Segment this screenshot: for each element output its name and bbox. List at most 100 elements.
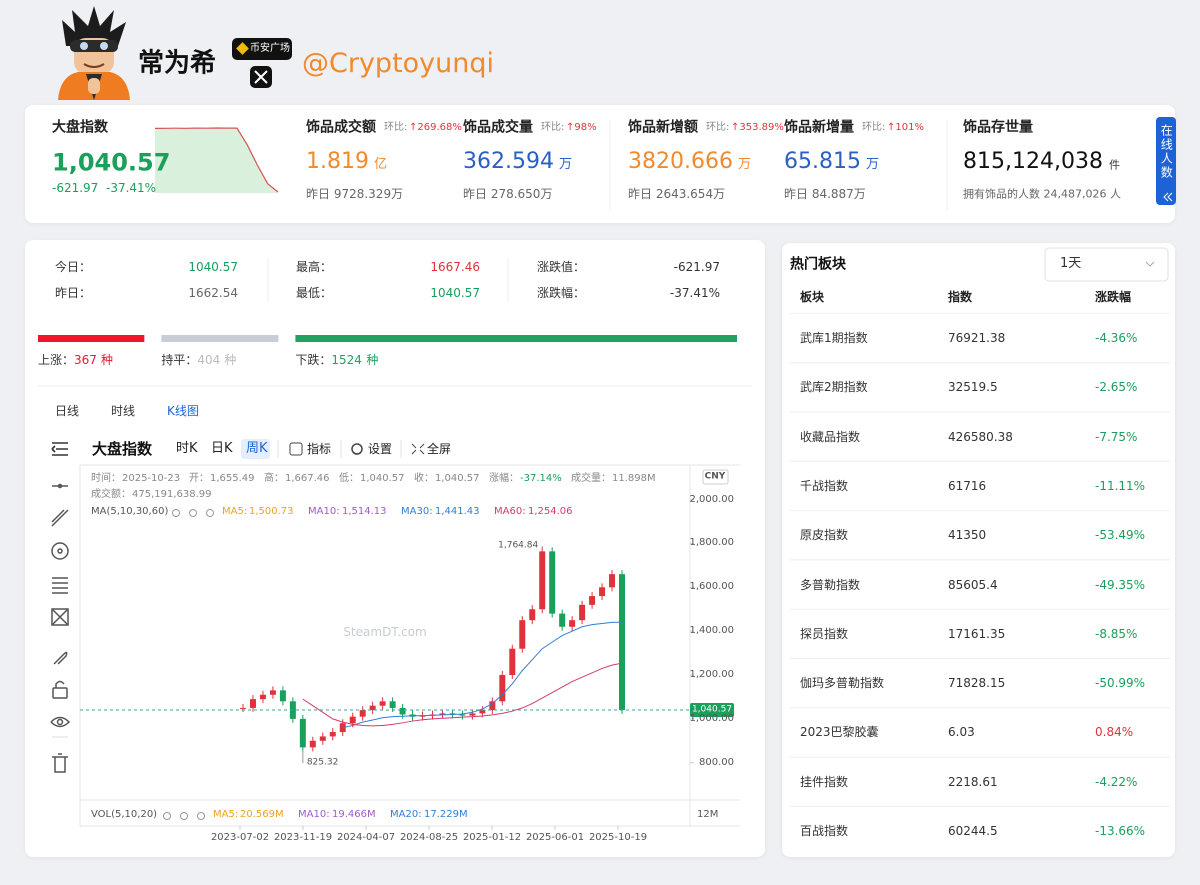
metric-unit: 万	[866, 157, 880, 173]
info-value: 1,040.57	[435, 473, 480, 484]
vol-ma-value: 19.466M	[332, 809, 376, 820]
y-tick-label: 1,600.00	[689, 581, 734, 593]
watermark: SteamDT.com	[343, 624, 427, 639]
metric-title: 饰品成交量	[463, 119, 533, 136]
hot-card	[782, 243, 1175, 857]
info-value: 11.898M	[612, 473, 656, 484]
sector-name[interactable]: 多普勒指数	[800, 577, 861, 592]
stat-value: 1040.57	[188, 259, 238, 274]
chart-title: 大盘指数	[92, 440, 153, 458]
sector-name[interactable]: 探员指数	[800, 626, 849, 641]
sector-index: 17161.35	[948, 626, 1006, 641]
market-card	[25, 240, 765, 857]
index-title: 大盘指数	[52, 119, 108, 136]
ma-name: MA60:	[494, 506, 526, 517]
sector-change: -8.85%	[1095, 626, 1138, 641]
sector-index: 2218.61	[948, 774, 998, 789]
y-tick-label: 1,200.00	[689, 669, 734, 681]
sector-name[interactable]: 武库1期指数	[800, 330, 868, 345]
metric-ratio-label: 环比:	[541, 122, 565, 133]
sector-change: -4.36%	[1095, 330, 1138, 345]
hot-title: 热门板块	[790, 256, 846, 273]
toolbar-button[interactable]: 指标	[307, 441, 332, 456]
sector-name[interactable]: 收藏品指数	[800, 429, 861, 444]
info-label: 收：	[414, 473, 434, 484]
ma-name: MA5:	[222, 506, 248, 517]
sector-name[interactable]: 伽玛多普勒指数	[800, 675, 885, 690]
period-button[interactable]: 时K	[176, 441, 198, 457]
stat-label: 最高：	[296, 259, 333, 274]
toolbar-button[interactable]: 设置	[368, 441, 393, 456]
last-price-label: 1,040.57	[691, 704, 733, 715]
stat-label: 最低：	[296, 285, 333, 300]
stat-value: 1667.46	[430, 259, 480, 274]
stock-title: 饰品存世量	[963, 119, 1033, 136]
info-label: 开：	[189, 473, 209, 484]
sector-index: 60244.5	[948, 823, 998, 838]
table-header: 涨跌幅	[1095, 289, 1132, 304]
breadth-unit: 种	[366, 352, 379, 367]
y-tick-label: 2,000.00	[689, 493, 734, 505]
table-header: 板块	[800, 289, 825, 304]
sector-index: 85605.4	[948, 577, 998, 592]
stock-owners: 拥有饰品的人数 24,487,026 人	[963, 187, 1121, 201]
metric-value: 1.819	[306, 148, 369, 174]
stat-label: 涨跌值：	[537, 259, 586, 274]
info-label: 涨幅：	[489, 473, 519, 484]
stock-unit: 件	[1109, 158, 1120, 172]
breadth-label: 下跌：	[295, 352, 332, 367]
metric-ratio-label: 环比:	[706, 122, 730, 133]
sector-change: -7.75%	[1095, 429, 1138, 444]
stat-label: 昨日：	[55, 285, 92, 300]
period-value[interactable]: 1天	[1060, 256, 1082, 272]
sector-change: -50.99%	[1095, 675, 1146, 690]
x-tick-label: 2025-06-01	[525, 832, 585, 843]
sector-name[interactable]: 挂件指数	[800, 774, 849, 789]
sector-index: 6.03	[948, 725, 975, 740]
sector-name[interactable]: 百战指数	[800, 823, 849, 838]
metric-unit: 亿	[374, 157, 388, 173]
stat-label: 涨跌幅：	[537, 285, 586, 300]
metric-unit: 万	[738, 157, 752, 173]
info-value: 475,191,638.99	[132, 489, 212, 500]
ma-name: MA10:	[308, 506, 340, 517]
sector-name[interactable]: 原皮指数	[800, 527, 849, 542]
ma-title: MA(5,10,30,60)	[91, 506, 169, 517]
vol-tick-label: 12M	[697, 809, 719, 820]
sector-change: -53.49%	[1095, 527, 1146, 542]
view-tab[interactable]: 日线	[55, 403, 80, 418]
index-change-pct: -37.41%	[106, 180, 157, 195]
metric-ratio: ↑269.68%	[409, 122, 462, 133]
info-value: -37.14%	[520, 473, 562, 484]
sector-name[interactable]: 武库2期指数	[800, 380, 868, 395]
y-tick-label: 800.00	[699, 756, 734, 768]
vol-ma-name: MA5:	[213, 809, 239, 820]
stat-value: -621.97	[673, 259, 720, 274]
sector-index: 76921.38	[948, 330, 1006, 345]
breadth-label: 上涨：	[38, 352, 75, 367]
sector-change: 0.84%	[1095, 725, 1134, 740]
sector-index: 426580.38	[948, 429, 1013, 444]
sector-name[interactable]: 2023巴黎胶囊	[800, 725, 879, 740]
badge-text: 币安广场	[250, 43, 290, 54]
currency: CNY	[704, 471, 726, 482]
period-button[interactable]: 周K	[246, 441, 268, 457]
ma-value: 1,441.43	[435, 506, 480, 517]
metric-yesterday: 昨日 2643.654万	[628, 186, 726, 201]
user-handle: @Cryptoyunqi	[302, 47, 495, 79]
sector-name[interactable]: 千战指数	[800, 478, 849, 493]
breadth-count: 367	[74, 352, 97, 367]
ma-value: 1,500.73	[249, 506, 294, 517]
breadth-count: 404	[197, 352, 221, 367]
view-tab[interactable]: 时线	[111, 403, 136, 418]
metric-ratio: ↑98%	[566, 122, 597, 133]
online-tab[interactable]: 在线人数	[1159, 124, 1174, 180]
toolbar-button[interactable]: 全屏	[427, 441, 452, 456]
vol-ma-value: 17.229M	[424, 809, 468, 820]
period-button[interactable]: 日K	[211, 441, 233, 457]
sector-change: -49.35%	[1095, 577, 1146, 592]
view-tab[interactable]: K线图	[167, 403, 199, 418]
metric-title: 饰品新增额	[628, 119, 698, 136]
index-change: -621.97	[52, 180, 99, 195]
